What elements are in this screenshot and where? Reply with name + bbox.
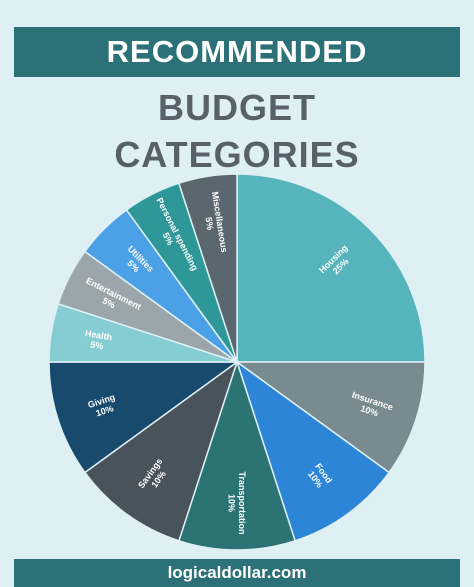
- pie-slice-insurance: [234, 361, 426, 474]
- pie-label-health: Health5%: [83, 328, 113, 352]
- chart-title: BUDGET CATEGORIES: [0, 84, 474, 178]
- chart-title-line-1: BUDGET: [158, 87, 316, 128]
- pie-slice-food: [235, 360, 391, 542]
- chart-title-line-2: CATEGORIES: [114, 134, 360, 175]
- banner-heading: RECOMMENDED: [14, 27, 460, 77]
- footer-site-link[interactable]: logicaldollar.com: [14, 559, 460, 587]
- pie-slice-giving: [48, 361, 240, 474]
- pie-chart: Housing25%Insurance10%Food10%Transportat…: [48, 173, 426, 551]
- pie-slices: [48, 173, 426, 551]
- pie-slice-housing: [236, 173, 426, 363]
- pie-slice-miscellaneous: [177, 173, 238, 363]
- pie-slice-savings: [83, 360, 239, 542]
- pie-slice-transportation: [177, 359, 297, 551]
- pie-label-transportation: Transportation10%: [226, 471, 246, 534]
